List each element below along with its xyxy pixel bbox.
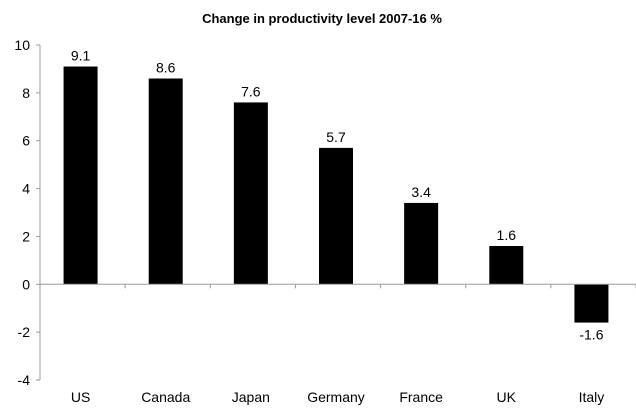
y-tick-label: 4 <box>22 181 30 197</box>
data-label: 3.4 <box>411 184 431 200</box>
x-category-label: France <box>399 389 443 405</box>
x-axis-labels: US Canada Japan Germany France UK Italy <box>71 389 604 405</box>
bar-canada <box>148 78 183 285</box>
y-tick-label: 0 <box>22 276 30 292</box>
data-label: 5.7 <box>326 129 346 145</box>
bar-uk <box>489 246 524 285</box>
bar-japan <box>233 102 268 285</box>
data-label: 9.1 <box>71 48 91 64</box>
x-category-label: Canada <box>141 389 190 405</box>
y-tick-label: -4 <box>18 372 31 388</box>
bars-group <box>63 66 609 323</box>
y-tick-label: 8 <box>22 85 30 101</box>
data-label: -1.6 <box>579 327 603 343</box>
bar-france <box>404 202 439 285</box>
data-label: 7.6 <box>241 83 261 99</box>
y-tick-label: 10 <box>14 37 30 53</box>
x-category-label: Japan <box>232 389 270 405</box>
data-labels-group: 9.1 8.6 7.6 5.7 3.4 1.6 -1.6 <box>71 48 604 343</box>
y-axis-ticks: 10 8 6 4 2 0 -2 -4 <box>14 37 40 388</box>
bar-us <box>63 66 98 285</box>
x-category-label: Italy <box>579 389 605 405</box>
x-category-label: US <box>71 389 90 405</box>
y-tick-label: 6 <box>22 133 30 149</box>
x-category-label: UK <box>497 389 517 405</box>
y-tick-label: 2 <box>22 228 30 244</box>
bar-italy <box>574 284 609 323</box>
x-category-label: Germany <box>307 389 365 405</box>
data-label: 1.6 <box>497 227 517 243</box>
data-label: 8.6 <box>156 60 176 76</box>
bar-germany <box>319 147 353 285</box>
axes-group <box>39 45 636 380</box>
y-tick-label: -2 <box>18 324 31 340</box>
chart-title: Change in productivity level 2007-16 % <box>202 11 442 26</box>
